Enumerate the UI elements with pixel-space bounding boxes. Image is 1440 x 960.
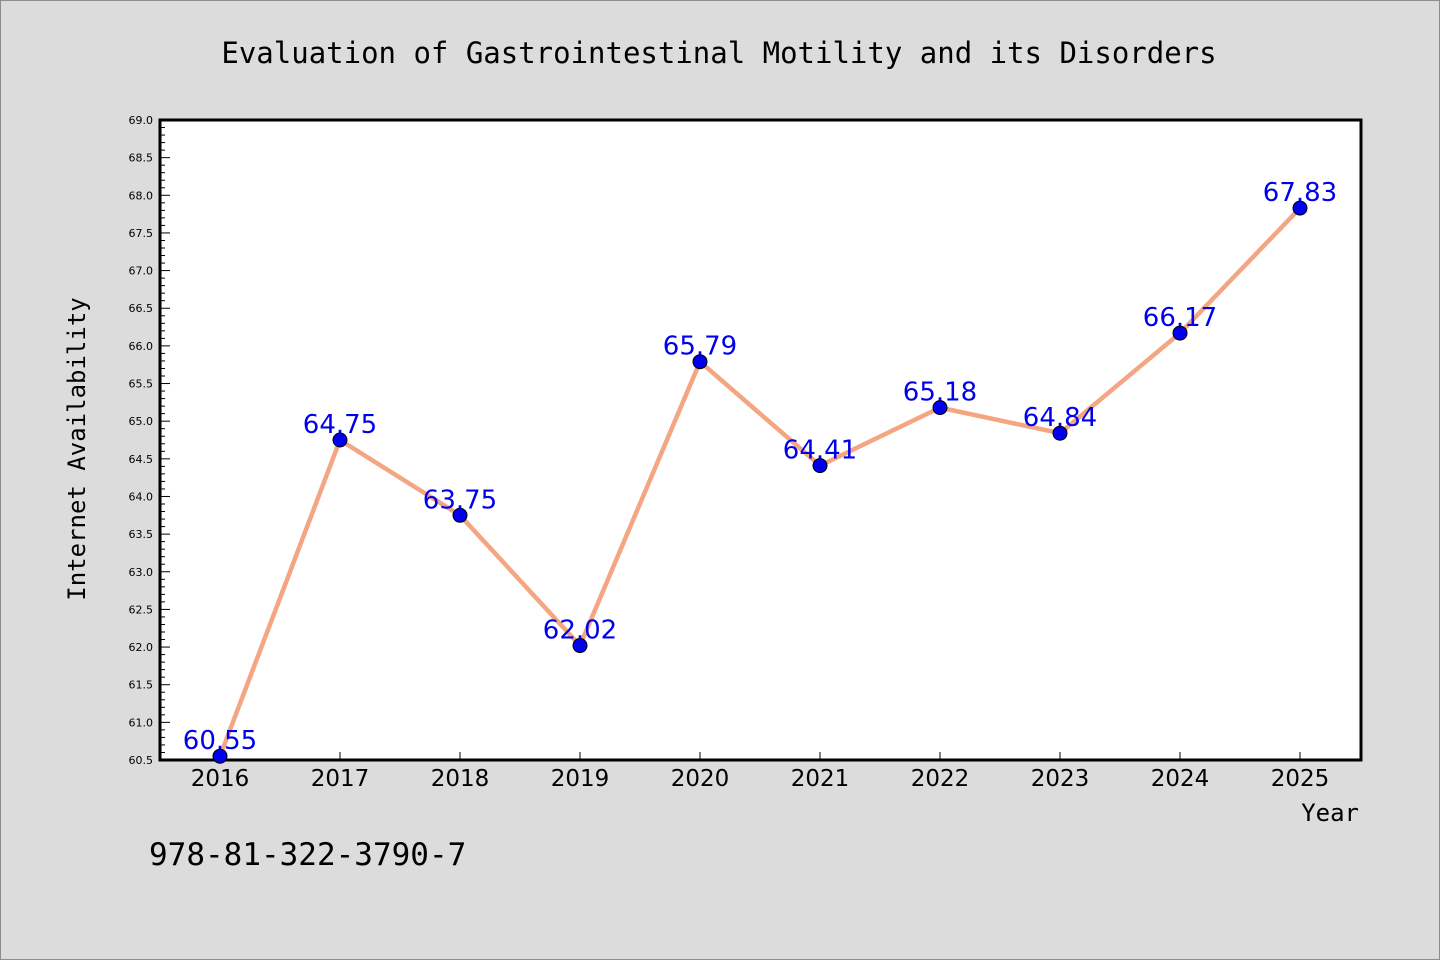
x-tick-label: 2021	[791, 766, 850, 792]
y-tick-label: 65.5	[129, 378, 154, 391]
y-tick-label: 67.0	[129, 265, 154, 278]
chart-title: Evaluation of Gastrointestinal Motility …	[221, 36, 1216, 70]
data-value-label: 64.75	[303, 410, 377, 440]
data-point	[692, 354, 708, 370]
data-point	[812, 458, 828, 474]
y-tick-label: 67.5	[129, 227, 154, 240]
y-tick-label: 68.5	[129, 152, 154, 165]
isbn-text: 978-81-322-3790-7	[149, 837, 466, 873]
data-value-label: 64.41	[783, 436, 857, 466]
data-point	[212, 748, 228, 764]
x-tick-label: 2025	[1271, 766, 1330, 792]
plot-area	[158, 118, 1363, 762]
y-tick-label: 66.0	[129, 340, 154, 353]
y-axis-ticks: 60.5 61.0 61.5 62.0 62.5 63.0 63.5 64.0 64.5 65.0…	[129, 114, 170, 767]
data-point	[572, 638, 588, 654]
y-tick-label: 65.0	[129, 415, 154, 428]
data-value-labels: 60.55 64.75 63.75 62.02 65.79 64.41 65.18 64.84…	[183, 178, 1337, 756]
x-tick-label: 2024	[1151, 766, 1210, 792]
data-value-label: 63.75	[423, 485, 497, 515]
x-tick-label: 2019	[551, 766, 610, 792]
data-value-label: 65.79	[663, 332, 737, 362]
x-tick-label: 2016	[191, 766, 250, 792]
data-point	[932, 400, 948, 416]
x-tick-label: 2017	[311, 766, 370, 792]
y-tick-label: 62.0	[129, 641, 154, 654]
data-point	[1172, 325, 1188, 341]
y-tick-label: 62.5	[129, 603, 154, 616]
data-value-label: 66.17	[1143, 303, 1217, 333]
data-point	[452, 507, 468, 523]
y-tick-label: 64.0	[129, 490, 154, 503]
data-value-label: 62.02	[543, 616, 617, 646]
x-axis-label: Year	[1301, 799, 1359, 827]
data-value-label: 65.18	[903, 378, 977, 408]
data-point	[332, 432, 348, 448]
y-tick-label: 61.0	[129, 716, 154, 729]
y-tick-label: 61.5	[129, 679, 154, 692]
series-line	[217, 205, 1303, 759]
y-axis-label: Internet Availability	[63, 297, 91, 600]
x-tick-label: 2020	[671, 766, 730, 792]
y-tick-label: 64.5	[129, 453, 154, 466]
data-value-label: 64.84	[1023, 403, 1097, 433]
x-tick-label: 2023	[1031, 766, 1090, 792]
y-tick-label: 66.5	[129, 302, 154, 315]
series-line-group	[217, 205, 1303, 759]
y-tick-label: 60.5	[129, 754, 154, 767]
data-point	[1052, 425, 1068, 441]
data-markers	[212, 200, 1308, 764]
y-tick-label: 68.0	[129, 189, 154, 202]
data-value-label: 60.55	[183, 726, 257, 756]
data-point	[1292, 200, 1308, 216]
y-tick-label: 63.0	[129, 566, 154, 579]
x-axis-ticks: 2016 2017 2018 2019 2020 2021 2022 2023 2024 2025	[191, 752, 1330, 792]
y-tick-label: 69.0	[129, 114, 154, 127]
y-tick-label: 63.5	[129, 528, 154, 541]
x-tick-label: 2018	[431, 766, 490, 792]
x-tick-label: 2022	[911, 766, 970, 792]
data-value-label: 67.83	[1263, 178, 1337, 208]
